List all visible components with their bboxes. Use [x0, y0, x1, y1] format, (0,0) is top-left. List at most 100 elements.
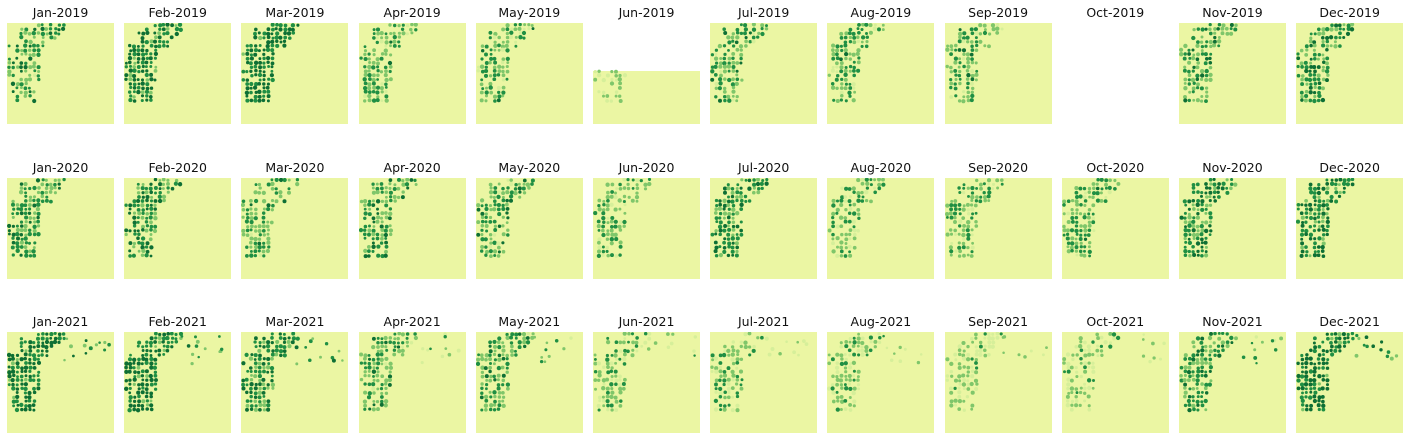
- field-pivot: [1091, 216, 1095, 221]
- field-pivot: [731, 408, 735, 413]
- field-pivot: [961, 64, 966, 69]
- field-pivot: [731, 378, 735, 382]
- field-pivot: [1379, 348, 1383, 352]
- field-pivot: [1304, 220, 1308, 224]
- field-pivot: [605, 399, 610, 404]
- field-pivot: [10, 365, 15, 370]
- field-pivot: [635, 178, 640, 183]
- field-pivot: [128, 399, 133, 403]
- field-pivot: [831, 81, 835, 86]
- field-pivot: [1079, 233, 1083, 237]
- field-pivot: [245, 407, 250, 412]
- field-pivot: [1200, 237, 1204, 242]
- field-pivot: [103, 348, 107, 352]
- panel-title: Dec-2019: [1319, 5, 1380, 20]
- field-pivot: [836, 98, 841, 104]
- field-pivot: [627, 195, 631, 199]
- field-pivot: [379, 211, 384, 216]
- field-pivot: [1195, 232, 1200, 237]
- field-pivot: [513, 332, 519, 337]
- field-pivot: [1086, 378, 1092, 383]
- field-pivot: [53, 336, 58, 341]
- field-pivot: [764, 181, 769, 186]
- field-pivot: [748, 353, 752, 357]
- field-pivot: [367, 369, 371, 373]
- field-pivot: [966, 208, 970, 212]
- field-pivot: [1191, 370, 1195, 374]
- field-pivot: [898, 359, 903, 363]
- field-pivot: [601, 77, 606, 83]
- field-pivot: [1241, 355, 1246, 360]
- field-pivot: [1305, 407, 1309, 412]
- field-pivot: [1152, 356, 1156, 360]
- field-pivot: [497, 48, 501, 52]
- field-pivot: [496, 373, 501, 378]
- field-pivot: [986, 190, 992, 195]
- field-pivot: [513, 190, 518, 196]
- vegetation-map: [710, 178, 818, 279]
- field-pivot: [1086, 233, 1091, 237]
- field-pivot: [137, 82, 141, 86]
- field-pivot: [610, 224, 614, 229]
- field-pivot: [1338, 23, 1342, 28]
- field-pivot: [19, 402, 24, 408]
- field-pivot: [958, 77, 962, 81]
- field-pivot: [492, 69, 497, 73]
- field-pivot: [718, 253, 724, 258]
- field-pivot: [20, 27, 24, 31]
- field-pivot: [1325, 56, 1330, 61]
- field-pivot: [254, 183, 258, 187]
- field-pivot: [831, 68, 836, 73]
- field-pivot: [917, 360, 921, 365]
- field-pivot: [128, 391, 132, 395]
- field-pivot: [254, 73, 258, 77]
- field-pivot: [610, 366, 614, 370]
- field-pivot: [1187, 48, 1191, 52]
- field-pivot: [1065, 228, 1070, 233]
- field-pivot: [258, 253, 263, 257]
- field-pivot: [1338, 190, 1343, 195]
- field-pivot: [128, 229, 132, 233]
- field-pivot: [982, 336, 986, 340]
- field-pivot: [1317, 387, 1322, 391]
- field-pivot: [970, 191, 974, 195]
- field-pivot: [401, 31, 406, 36]
- field-pivot: [497, 94, 502, 99]
- field-pivot: [1330, 352, 1335, 357]
- field-pivot: [149, 65, 153, 68]
- field-pivot: [249, 69, 253, 73]
- field-pivot: [1070, 198, 1075, 203]
- field-pivot: [140, 215, 145, 220]
- field-pivot: [1304, 203, 1308, 207]
- vegetation-map: [1296, 332, 1404, 433]
- field-pivot: [504, 202, 509, 207]
- field-pivot: [1200, 360, 1205, 366]
- field-pivot: [613, 207, 618, 212]
- field-pivot: [341, 359, 345, 362]
- field-pivot: [1188, 374, 1192, 379]
- field-pivot: [1229, 186, 1233, 191]
- field-pivot: [137, 249, 141, 253]
- field-pivot: [149, 77, 154, 82]
- field-pivot: [23, 187, 27, 191]
- field-pivot: [723, 404, 727, 408]
- field-pivot: [132, 199, 137, 204]
- field-pivot: [601, 395, 605, 399]
- field-pivot: [1304, 374, 1309, 379]
- field-pivot: [961, 245, 966, 250]
- field-pivot: [1187, 60, 1192, 65]
- field-pivot: [488, 60, 492, 65]
- field-pivot: [28, 198, 33, 203]
- field-pivot: [618, 228, 623, 232]
- field-pivot: [132, 65, 137, 69]
- field-pivot: [263, 70, 266, 74]
- field-pivot: [1326, 198, 1330, 203]
- field-pivot: [1304, 253, 1309, 258]
- field-pivot: [505, 335, 510, 340]
- field-pivot: [1299, 61, 1304, 66]
- field-pivot: [610, 232, 615, 237]
- field-pivot: [1083, 353, 1088, 358]
- field-pivot: [245, 78, 250, 82]
- field-pivot: [149, 344, 153, 348]
- field-pivot: [476, 232, 480, 237]
